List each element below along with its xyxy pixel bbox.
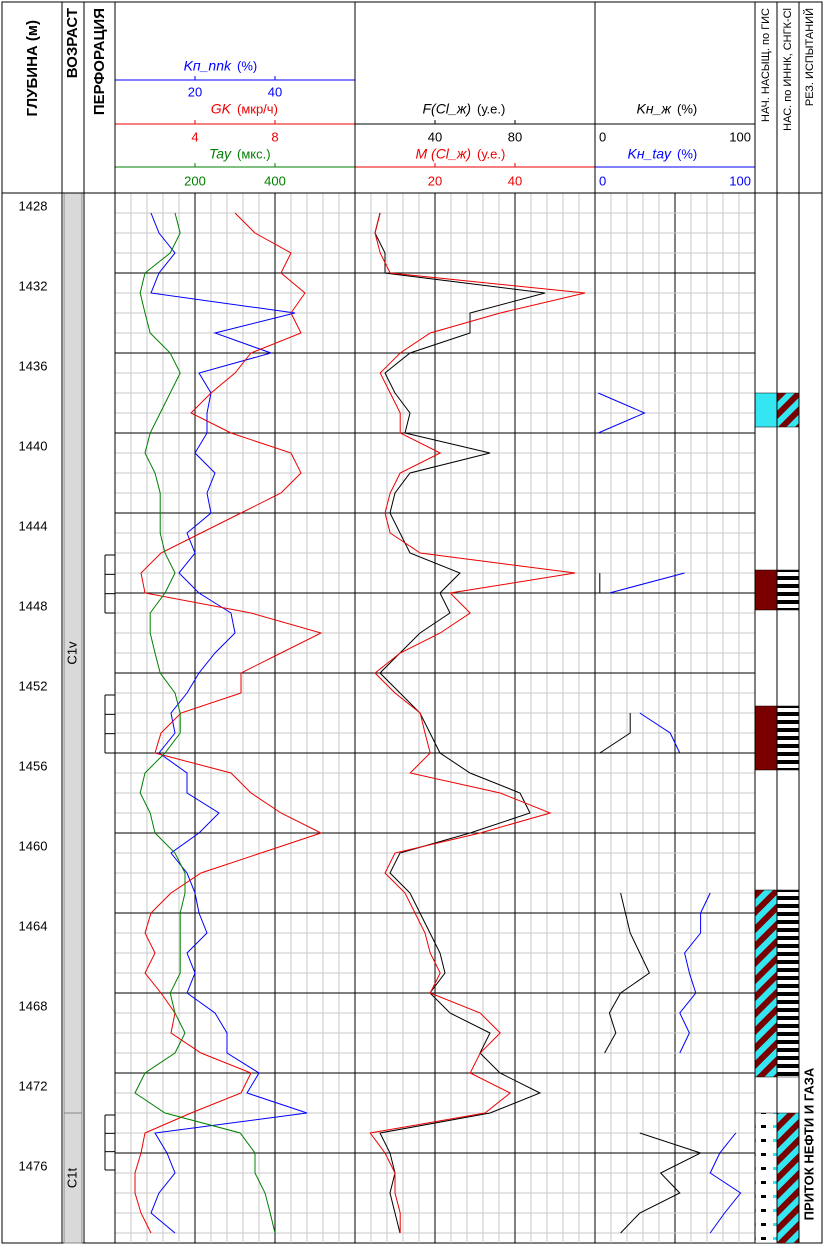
log-curve — [134, 212, 323, 1234]
depth-tick-label: 1428 — [19, 198, 48, 213]
scale-tick-label: 20 — [428, 173, 442, 188]
column-title: НАЧ. НАСЫЩ. по ГИС — [760, 8, 772, 122]
depth-tick-label: 1452 — [19, 678, 48, 693]
series-name: Kн_tay — [627, 146, 672, 162]
test-result: ПРИТОК НЕФТИ И ГАЗА — [801, 1067, 816, 1220]
scale-tick-label: 100 — [729, 129, 751, 144]
saturation-interval — [754, 1112, 778, 1244]
depth-tick-label: 1456 — [19, 758, 48, 773]
log-curve — [598, 392, 742, 1234]
log-curve — [599, 573, 702, 1234]
scale-tick-label: 40 — [268, 84, 282, 99]
age-label: C1v — [64, 641, 79, 665]
depth-tick-label: 1460 — [19, 838, 48, 853]
series-unit: (мкс.) — [237, 146, 271, 161]
series-name: GK — [211, 101, 232, 117]
depth-tick-label: 1436 — [19, 358, 48, 373]
series-unit: (мкр/ч) — [237, 101, 278, 116]
saturation-interval — [776, 889, 800, 1078]
scale-tick-label: 40 — [428, 129, 442, 144]
scale-tick-label: 8 — [271, 129, 278, 144]
scale-tick-label: 20 — [188, 84, 202, 99]
scale-tick-label: 0 — [599, 129, 606, 144]
saturation-interval — [776, 1112, 800, 1244]
depth-tick-label: 1476 — [19, 1158, 48, 1173]
depth-tick-label: 1468 — [19, 998, 48, 1013]
scale-tick-label: 0 — [599, 173, 606, 188]
log-curve — [369, 212, 586, 1233]
column-title: НАС. по ИННК, СНГК-Cl — [782, 8, 794, 131]
depth-tick-label: 1464 — [19, 918, 48, 933]
series-unit: (%) — [677, 101, 697, 116]
perforation-title: ПЕРФОРАЦИЯ — [91, 8, 108, 115]
log-curve — [134, 212, 276, 1234]
saturation-interval — [776, 392, 800, 428]
column-title: РЕЗ. ИСПЫТАНИЙ — [803, 8, 816, 106]
depth-tick-label: 1440 — [19, 438, 48, 453]
series-name: Kп_nnk — [184, 58, 232, 74]
series-name: Kн_ж — [637, 101, 673, 117]
series-unit: (у.е.) — [477, 101, 505, 116]
depth-title: ГЛУБИНА (м) — [24, 20, 41, 116]
age-title: ВОЗРАСТ — [64, 8, 81, 78]
age-label: C1t — [64, 1167, 79, 1188]
scale-tick-label: 200 — [184, 173, 206, 188]
series-unit: (%) — [677, 146, 697, 161]
scale-tick-label: 100 — [729, 173, 751, 188]
scale-tick-label: 4 — [191, 129, 198, 144]
log-curve — [374, 212, 546, 1234]
depth-tick-label: 1472 — [19, 1078, 48, 1093]
depth-tick-label: 1448 — [19, 598, 48, 613]
saturation-interval — [754, 705, 778, 771]
age-interval — [63, 1112, 83, 1244]
scale-tick-label: 40 — [508, 173, 522, 188]
log-curve — [150, 212, 308, 1234]
saturation-interval — [754, 889, 778, 1078]
depth-tick-label: 1444 — [19, 518, 48, 533]
series-unit: (у.е.) — [477, 146, 505, 161]
saturation-interval — [754, 392, 778, 428]
saturation-interval — [776, 569, 800, 611]
scale-tick-label: 80 — [508, 129, 522, 144]
saturation-interval — [754, 569, 778, 611]
series-name: F(Cl_ж) — [422, 101, 471, 117]
depth-tick-label: 1432 — [19, 278, 48, 293]
series-name: M (Cl_ж) — [415, 146, 471, 162]
series-name: Tay — [209, 146, 232, 162]
saturation-interval — [776, 705, 800, 771]
series-unit: (%) — [237, 58, 257, 73]
scale-tick-label: 400 — [264, 173, 286, 188]
